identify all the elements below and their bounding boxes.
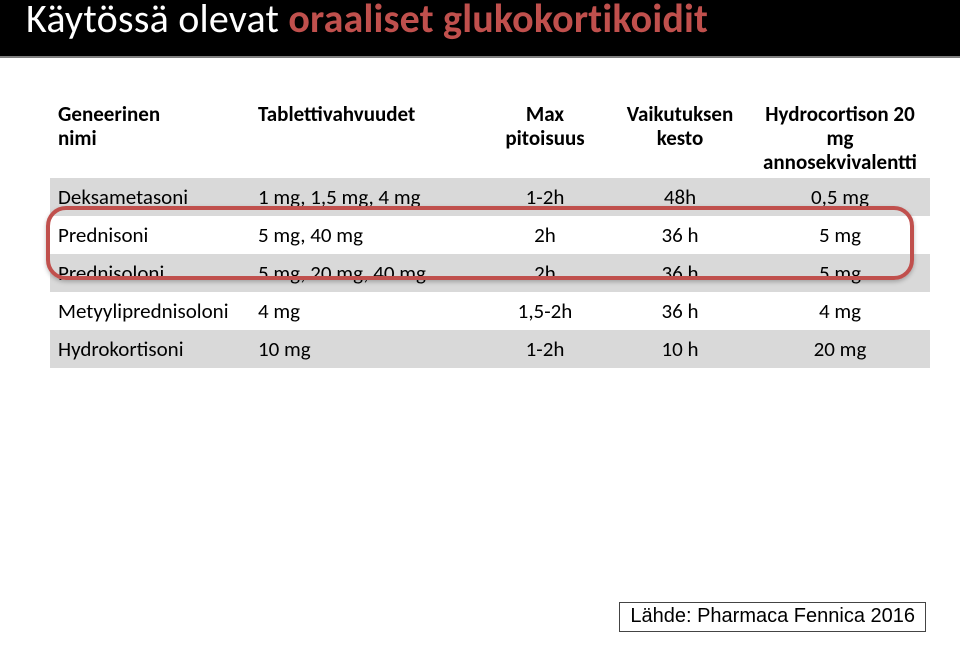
cell-equiv: 20 mg [750,330,930,368]
cell-strengths: 1 mg, 1,5 mg, 4 mg [250,178,480,216]
col-header-strengths: Tablettivahvuudet [250,98,480,178]
table-header-row: Geneerinen nimi Tablettivahvuudet Max pi… [50,98,930,178]
col-header-text: nimi [58,125,97,151]
cell-name: Deksametasoni [50,178,250,216]
cell-duration: 36 h [610,292,750,330]
cell-name: Hydrokortisoni [50,330,250,368]
col-header-text: Hydrocortison 20 [765,101,914,127]
source-text: Lähde: Pharmaca Fennica 2016 [630,605,915,627]
col-header-tmax: Max pitoisuus [480,98,610,178]
cell-tmax: 2h [480,216,610,254]
cell-tmax: 1-2h [480,178,610,216]
cell-tmax: 1,5-2h [480,292,610,330]
col-header-equiv: Hydrocortison 20 mg annosekvivalentti [750,98,930,178]
table-row: Prednisoni 5 mg, 40 mg 2h 36 h 5 mg [50,216,930,254]
table-body: Deksametasoni 1 mg, 1,5 mg, 4 mg 1-2h 48… [50,178,930,368]
table-row: Metyyliprednisoloni 4 mg 1,5-2h 36 h 4 m… [50,292,930,330]
title-underline [0,56,960,58]
cell-duration: 36 h [610,254,750,292]
glucocorticoid-table: Geneerinen nimi Tablettivahvuudet Max pi… [50,98,930,368]
cell-name: Metyyliprednisoloni [50,292,250,330]
cell-name: Prednisoni [50,216,250,254]
table-row: Prednisoloni 5 mg, 20 mg, 40 mg 2h 36 h … [50,254,930,292]
cell-duration: 48h [610,178,750,216]
table-container: Geneerinen nimi Tablettivahvuudet Max pi… [50,98,910,368]
cell-strengths: 5 mg, 40 mg [250,216,480,254]
cell-duration: 10 h [610,330,750,368]
col-header-text: mg [826,125,853,151]
page-title: Käytössä olevat oraaliset glukokortikoid… [26,0,708,39]
col-header-text: pitoisuus [505,125,584,151]
col-header-text: Max [526,101,564,127]
cell-equiv: 5 mg [750,216,930,254]
source-citation: Lähde: Pharmaca Fennica 2016 [619,602,926,632]
cell-strengths: 4 mg [250,292,480,330]
cell-equiv: 0,5 mg [750,178,930,216]
col-header-name: Geneerinen nimi [50,98,250,178]
cell-name: Prednisoloni [50,254,250,292]
title-prefix: Käytössä olevat [26,0,288,43]
cell-tmax: 1-2h [480,330,610,368]
cell-tmax: 2h [480,254,610,292]
cell-equiv: 5 mg [750,254,930,292]
col-header-text: Geneerinen [58,101,160,127]
col-header-text: kesto [657,125,704,151]
col-header-text: Tablettivahvuudet [258,101,415,127]
cell-duration: 36 h [610,216,750,254]
table-row: Deksametasoni 1 mg, 1,5 mg, 4 mg 1-2h 48… [50,178,930,216]
slide: Käytössä olevat oraaliset glukokortikoid… [0,0,960,654]
title-bar: Käytössä olevat oraaliset glukokortikoid… [0,0,960,56]
col-header-text: annosekvivalentti [763,149,917,175]
title-keyword: oraaliset glukokortikoidit [288,0,708,43]
table-head: Geneerinen nimi Tablettivahvuudet Max pi… [50,98,930,178]
cell-strengths: 10 mg [250,330,480,368]
col-header-text: Vaikutuksen [627,101,734,127]
cell-strengths: 5 mg, 20 mg, 40 mg [250,254,480,292]
table-row: Hydrokortisoni 10 mg 1-2h 10 h 20 mg [50,330,930,368]
cell-equiv: 4 mg [750,292,930,330]
col-header-duration: Vaikutuksen kesto [610,98,750,178]
